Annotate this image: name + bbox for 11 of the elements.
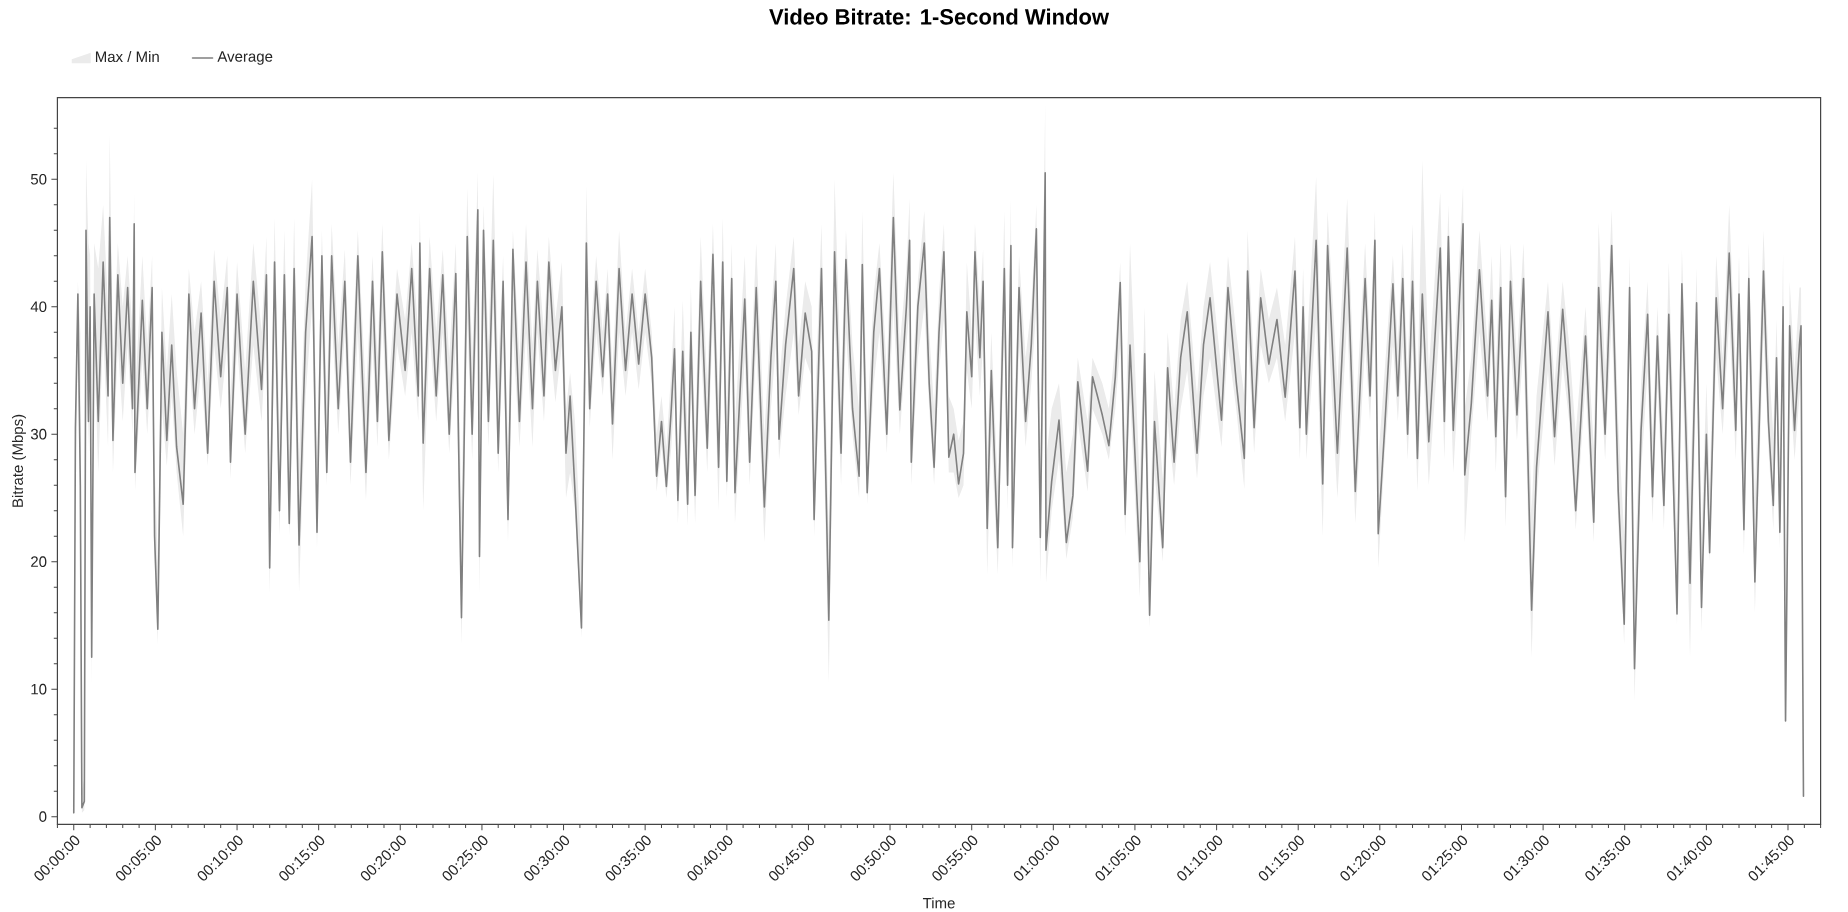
chart-title: Video Bitrate: 1-Second Window	[769, 8, 1110, 25]
y-tick-label: 20	[31, 556, 47, 567]
y-axis-title: Bitrate (Mbps)	[11, 414, 26, 507]
y-tick-label: 50	[30, 173, 47, 185]
y-tick-label: 10	[31, 683, 47, 695]
y-tick-label: 40	[30, 301, 47, 313]
legend-label: Average	[217, 51, 273, 65]
y-tick-label: 30	[30, 428, 47, 440]
x-axis-title: Time	[922, 897, 955, 909]
legend-label: Max / Min	[95, 51, 159, 63]
y-tick-label: 0	[39, 811, 47, 822]
